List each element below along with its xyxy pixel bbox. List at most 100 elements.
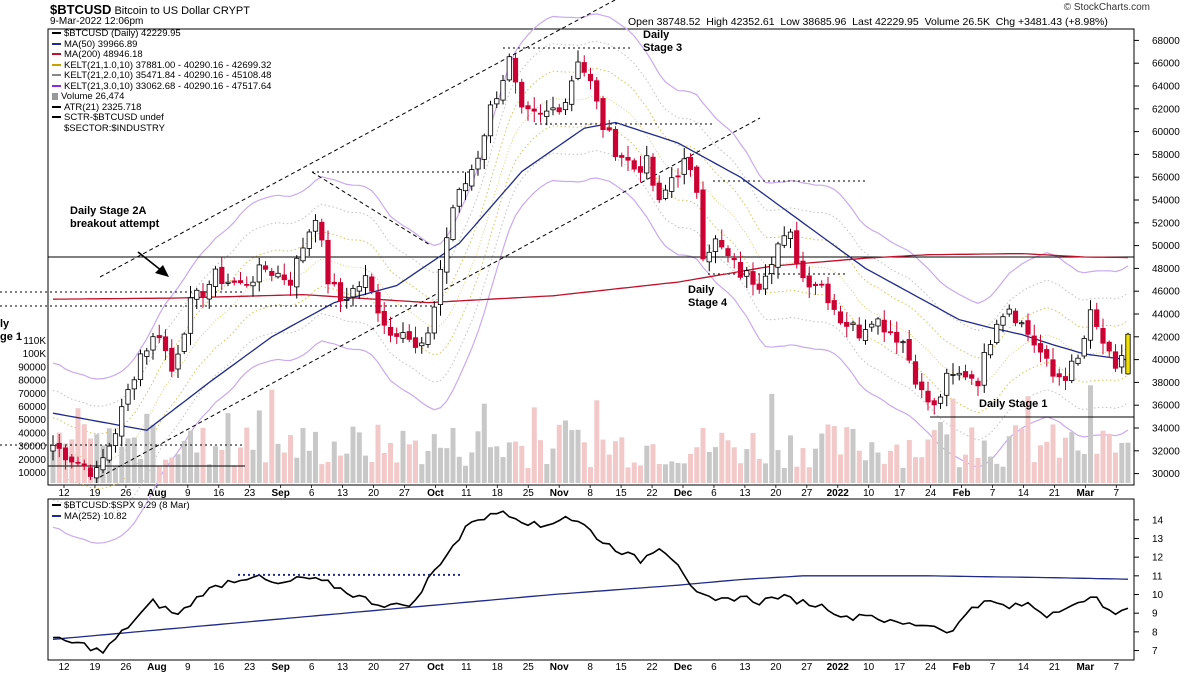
price-candle: [181, 332, 187, 355]
candle-body: [606, 127, 612, 131]
candle-body: [106, 445, 112, 461]
price-candle: [344, 287, 350, 309]
price-candle: [862, 319, 869, 345]
price-candle: [781, 226, 787, 249]
volume-bar: [494, 446, 500, 483]
price-candle: [669, 167, 675, 198]
candle-body: [506, 56, 512, 81]
volume-bar: [250, 449, 256, 483]
price-candle: [494, 91, 500, 108]
volume-bar: [825, 424, 831, 483]
candle-body: [369, 276, 375, 292]
x-tick-label: 7: [990, 488, 996, 499]
candle-body: [812, 283, 819, 286]
candle-body: [612, 128, 619, 157]
price-candle: [1081, 335, 1087, 359]
channel-lower-line: [99, 117, 761, 478]
legend-item: SCTR-$BTCUSD undef: [52, 112, 271, 124]
volume-bar: [1125, 442, 1131, 483]
price-candle: [619, 152, 625, 167]
instrument-name: Bitcoin to US Dollar: [114, 5, 210, 17]
price-candle: [419, 337, 425, 354]
candle-body: [881, 319, 887, 333]
legend-item: Volume 26,474: [52, 91, 271, 103]
y-tick-label: 30000: [1152, 469, 1180, 480]
x-tick-label: 7: [1114, 662, 1120, 673]
x-tick-label: Nov: [550, 488, 569, 499]
volume-bar: [238, 447, 243, 483]
candle-body: [362, 275, 369, 288]
volume-bar: [413, 440, 418, 483]
volume-bar: [781, 468, 787, 483]
price-candle: [969, 370, 975, 385]
candle-body: [262, 265, 269, 270]
volume-bar: [913, 457, 918, 483]
x-tick-label: 2022: [827, 488, 850, 499]
price-candle: [650, 153, 656, 192]
volume-tick-label: 80000: [18, 376, 46, 387]
x-tick-label: 6: [711, 488, 717, 499]
candle-body: [344, 298, 350, 301]
x-tick-label: 24: [925, 488, 937, 499]
candle-body: [406, 331, 412, 340]
volume-bar: [388, 443, 393, 483]
price-candle: [712, 235, 719, 264]
price-candle: [1019, 320, 1025, 328]
candle-body: [687, 156, 694, 171]
candle-body: [1087, 309, 1094, 341]
volume-bar: [906, 440, 912, 483]
volume-bar: [688, 453, 693, 483]
candle-body: [769, 264, 775, 275]
price-candle: [1025, 313, 1031, 342]
price-candle: [231, 277, 237, 286]
x-tick-label: 14: [1018, 662, 1030, 673]
candle-body: [112, 433, 119, 447]
candle-body: [494, 98, 500, 105]
volume-bar: [1088, 385, 1093, 483]
candle-body: [94, 467, 100, 479]
candle-body: [237, 280, 244, 284]
volume-bar: [425, 451, 431, 483]
volume-bar: [319, 464, 325, 483]
candle-body: [644, 155, 650, 174]
volume-bar: [363, 455, 368, 483]
price-candles: [50, 50, 1131, 483]
volume-bar: [625, 467, 631, 483]
candle-body: [456, 189, 462, 207]
volume-bar: [513, 441, 518, 483]
ratio-panel-frame: [47, 498, 1135, 661]
volume-bar: [194, 452, 200, 483]
volume-bar: [1075, 450, 1081, 483]
price-candle: [819, 280, 825, 288]
candle-body: [1012, 310, 1019, 324]
candle-body: [581, 62, 587, 73]
volume-bar: [556, 424, 562, 483]
candle-body: [962, 371, 969, 378]
volume-bar: [731, 447, 737, 483]
price-candle: [981, 343, 987, 393]
x-tick-label: 21: [1049, 488, 1061, 499]
price-candle: [962, 364, 969, 381]
volume-bar: [806, 467, 812, 483]
volume-bar: [1094, 453, 1100, 483]
candle-body: [306, 231, 312, 249]
x-tick-label: 11: [461, 662, 472, 673]
volume-bar: [519, 445, 525, 483]
x-tick-label: 23: [244, 662, 256, 673]
y-tick-label: 68000: [1152, 36, 1180, 47]
candle-body: [75, 461, 81, 464]
price-candle: [150, 333, 156, 360]
volume-bar: [544, 464, 550, 483]
volume-bar: [506, 442, 512, 483]
volume-bar: [663, 464, 668, 483]
price-candle: [775, 241, 781, 279]
candle-body: [325, 239, 331, 285]
volume-bar: [263, 462, 268, 483]
volume-bar: [206, 464, 212, 483]
watermark: © StockCharts.com: [1063, 2, 1150, 13]
ratio-tick-label: 12: [1152, 553, 1164, 564]
candle-body: [187, 297, 194, 334]
candle-body: [937, 396, 944, 404]
price-candle: [725, 245, 731, 263]
candle-body: [300, 247, 306, 262]
